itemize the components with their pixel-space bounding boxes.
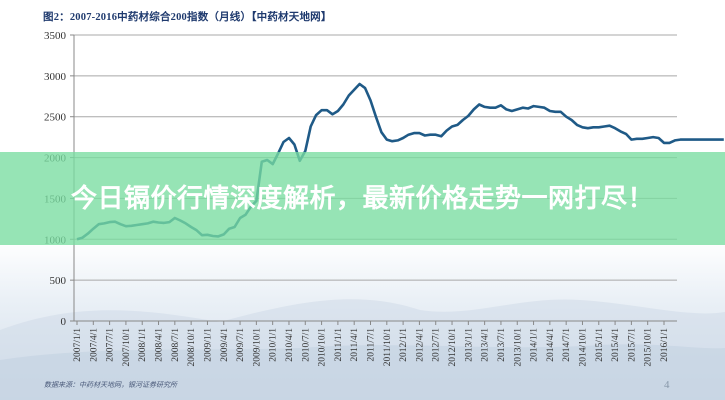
page-number: 4 — [664, 379, 670, 391]
x-tick-label: 2009/7/1 — [236, 328, 246, 362]
x-axis: 2007/1/1 2007/4/1 2007/7/1 2007/10/1 2008/1/… — [73, 320, 677, 367]
x-tick-label: 2007/7/1 — [106, 328, 116, 362]
x-tick-label: 2014/7/1 — [562, 328, 572, 362]
x-tick-label: 2009/4/1 — [220, 328, 230, 362]
x-tick-label: 2012/7/1 — [432, 328, 442, 362]
x-tick-label: 2012/4/1 — [415, 328, 425, 362]
x-tick-label: 2008/10/1 — [187, 328, 197, 367]
x-tick-label: 2011/7/1 — [367, 328, 377, 362]
x-tick-label: 2007/10/1 — [122, 328, 132, 367]
x-tick-label: 2015/4/1 — [611, 328, 621, 362]
x-tick-label: 2007/1/1 — [73, 328, 83, 362]
x-tick-label: 2008/4/1 — [155, 328, 165, 362]
x-tick-label: 2013/7/1 — [497, 328, 507, 362]
x-tick-label: 2010/10/1 — [318, 328, 328, 367]
x-tick-label: 2009/1/1 — [203, 328, 213, 362]
source-note: 数据来源：中药材天地网，银河证券研究所 — [44, 381, 177, 389]
x-tick-label: 2009/10/1 — [252, 328, 262, 367]
x-tick-label: 2012/10/1 — [448, 328, 458, 367]
x-tick-label: 2016/1/1 — [660, 328, 670, 362]
x-tick-label: 2013/4/1 — [481, 328, 491, 362]
x-tick-label: 2014/10/1 — [578, 328, 588, 367]
x-tick-label: 2013/1/1 — [464, 328, 474, 362]
x-tick-label: 2007/4/1 — [89, 328, 99, 362]
y-tick-label: 2500 — [44, 112, 67, 124]
x-tick-label: 2015/1/1 — [595, 328, 605, 362]
x-tick-label: 2015/7/1 — [627, 328, 637, 362]
x-tick-label: 2015/10/1 — [644, 328, 654, 367]
y-tick-label: 0 — [61, 316, 67, 328]
x-tick-label: 2010/7/1 — [301, 328, 311, 362]
x-tick-label: 2008/1/1 — [138, 328, 148, 362]
y-tick-label: 3000 — [44, 71, 67, 83]
y-tick-label: 500 — [50, 275, 67, 287]
chart-title: 图2：2007-2016中药材综合200指数（月线）【中药材天地网】 — [43, 12, 332, 23]
x-tick-label: 2008/7/1 — [171, 328, 181, 362]
x-tick-label: 2011/10/1 — [383, 328, 393, 366]
x-tick-label: 2010/1/1 — [269, 328, 279, 362]
x-tick-label: 2010/4/1 — [285, 328, 295, 362]
x-tick-label: 2014/4/1 — [546, 328, 556, 362]
y-tick-label: 3500 — [44, 30, 67, 42]
headline-banner: 今日镉价行情深度解析，最新价格走势一网打尽！ — [0, 152, 725, 245]
x-tick-label: 2012/1/1 — [399, 328, 409, 362]
headline-text: 今日镉价行情深度解析，最新价格走势一网打尽！ — [70, 183, 654, 214]
x-tick-label: 2014/1/1 — [530, 328, 540, 362]
x-tick-label: 2011/1/1 — [334, 328, 344, 362]
x-tick-label: 2013/10/1 — [513, 328, 523, 367]
x-tick-label: 2011/4/1 — [350, 328, 360, 362]
